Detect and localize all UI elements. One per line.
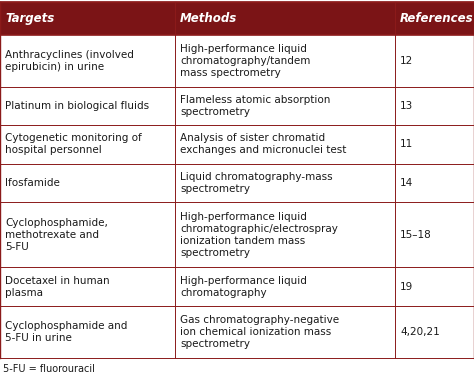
Text: Flameless atomic absorption
spectrometry: Flameless atomic absorption spectrometry: [180, 95, 330, 117]
Text: High-performance liquid
chromatographic/electrospray
ionization tandem mass
spec: High-performance liquid chromatographic/…: [180, 212, 338, 258]
Bar: [0, 34, 474, 87]
Text: 4,20,21: 4,20,21: [400, 327, 440, 337]
Text: Analysis of sister chromatid
exchanges and micronuclei test: Analysis of sister chromatid exchanges a…: [180, 133, 346, 155]
Text: Anthracyclines (involved
epirubicin) in urine: Anthracyclines (involved epirubicin) in …: [5, 50, 134, 72]
Text: 19: 19: [400, 282, 413, 291]
Text: Methods: Methods: [180, 12, 237, 25]
Text: References: References: [400, 12, 474, 25]
Text: 13: 13: [400, 101, 413, 111]
Bar: [0, 267, 474, 306]
Text: Liquid chromatography-mass
spectrometry: Liquid chromatography-mass spectrometry: [180, 172, 333, 194]
Bar: [0, 164, 474, 202]
Text: 5-FU = fluorouracil: 5-FU = fluorouracil: [3, 364, 95, 374]
Bar: [0, 87, 474, 125]
Bar: [0, 202, 474, 267]
Bar: [0, 125, 474, 164]
Text: Cyclophosphamide and
5-FU in urine: Cyclophosphamide and 5-FU in urine: [5, 321, 128, 343]
Text: Docetaxel in human
plasma: Docetaxel in human plasma: [5, 275, 109, 298]
Text: Targets: Targets: [5, 12, 54, 25]
Text: High-performance liquid
chromatography: High-performance liquid chromatography: [180, 275, 307, 298]
Text: 15–18: 15–18: [400, 230, 432, 240]
Text: 12: 12: [400, 56, 413, 65]
Text: 11: 11: [400, 139, 413, 149]
Bar: [0, 306, 474, 358]
Text: Cyclophosphamide,
methotrexate and
5-FU: Cyclophosphamide, methotrexate and 5-FU: [5, 218, 108, 252]
Text: Ifosfamide: Ifosfamide: [5, 178, 60, 188]
Text: Cytogenetic monitoring of
hospital personnel: Cytogenetic monitoring of hospital perso…: [5, 133, 142, 155]
Text: 14: 14: [400, 178, 413, 188]
Text: Gas chromatography-negative
ion chemical ionization mass
spectrometry: Gas chromatography-negative ion chemical…: [180, 315, 339, 349]
Text: High-performance liquid
chromatography/tandem
mass spectrometry: High-performance liquid chromatography/t…: [180, 44, 310, 78]
Text: Platinum in biological fluids: Platinum in biological fluids: [5, 101, 149, 111]
Bar: [0, 2, 474, 34]
